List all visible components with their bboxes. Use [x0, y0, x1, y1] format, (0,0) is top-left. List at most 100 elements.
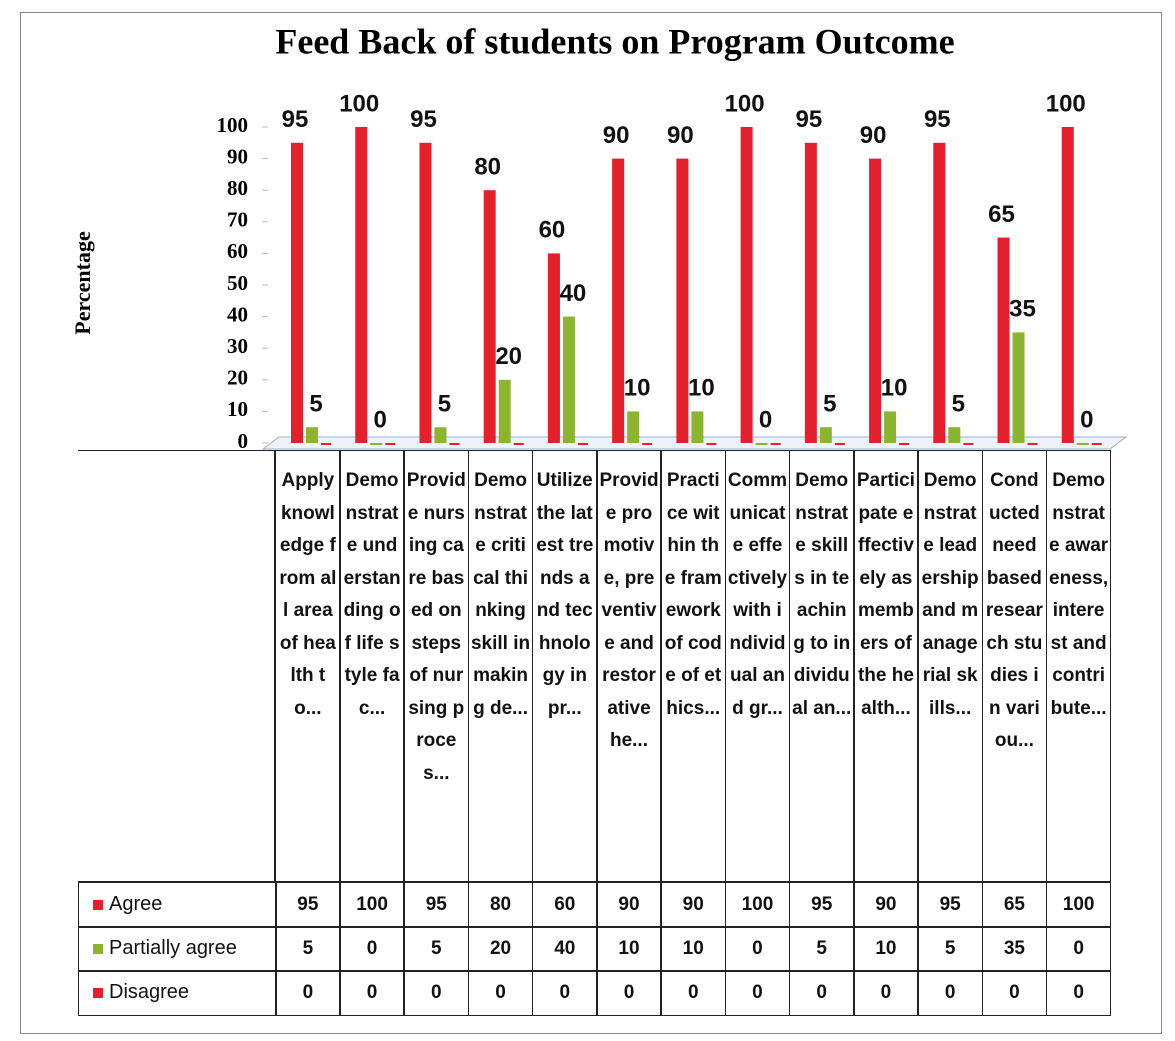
data-label: 0: [1080, 406, 1093, 433]
table-value: 0: [1045, 970, 1112, 1016]
legend-label: Agree: [109, 893, 163, 916]
table-value: 5: [275, 926, 341, 972]
table-value: 5: [403, 926, 470, 972]
table-value: 0: [467, 970, 534, 1016]
legend-label: Partially agree: [109, 937, 237, 960]
data-label: 20: [495, 343, 522, 370]
table-value: 0: [724, 970, 791, 1016]
category-label: Provide promotive, preventive and restor…: [596, 450, 662, 882]
bar: [1027, 443, 1038, 445]
table-value: 0: [660, 970, 727, 1016]
data-label: 5: [952, 391, 965, 418]
data-label: 90: [667, 122, 694, 149]
bar: [706, 443, 717, 445]
bar: [819, 427, 832, 443]
table-value: 0: [403, 970, 470, 1016]
table-value: 0: [1045, 926, 1112, 972]
data-label: 5: [309, 391, 322, 418]
data-label: 95: [924, 106, 951, 133]
category-label: Utilize the latest trends and technology…: [531, 450, 598, 882]
category-label: Demonstrate awareness, interest and cont…: [1045, 450, 1112, 882]
y-tick-label: 20: [227, 366, 248, 390]
table-value: 60: [531, 882, 598, 928]
y-tick-label: 40: [227, 302, 248, 326]
table-value: 100: [724, 882, 791, 928]
bar: [1091, 443, 1102, 445]
data-label: 60: [539, 217, 566, 244]
bar: [577, 443, 588, 445]
table-value: 0: [339, 926, 405, 972]
category-label: Demonstrate critical thinking skill in m…: [467, 450, 534, 882]
bar: [355, 127, 368, 443]
table-value: 90: [596, 882, 662, 928]
data-label: 5: [823, 391, 836, 418]
bar: [627, 411, 640, 443]
legend-label: Disagree: [109, 981, 190, 1004]
bar: [291, 142, 303, 444]
bar: [419, 142, 432, 444]
data-label: 100: [339, 90, 379, 117]
bar: [997, 237, 1010, 443]
table-value: 0: [853, 970, 919, 1016]
data-label: 90: [603, 122, 630, 149]
table-value: 65: [981, 882, 1048, 928]
data-label: 5: [438, 391, 451, 418]
table-value: 5: [917, 926, 984, 972]
category-label: Conducted need based research studies in…: [981, 450, 1048, 882]
bar: [449, 443, 460, 445]
bar: [770, 443, 781, 445]
table-value: 0: [788, 970, 855, 1016]
data-label: 40: [560, 280, 587, 307]
legend-swatch: [93, 943, 103, 954]
table-value: 0: [596, 970, 662, 1016]
table-value: 10: [596, 926, 662, 972]
legend-swatch: [93, 987, 103, 998]
bar: [1076, 443, 1089, 445]
y-tick-label: 70: [227, 208, 248, 232]
bar: [948, 427, 961, 443]
y-tick-label: 90: [227, 144, 248, 168]
bar: [483, 190, 496, 443]
category-label: Practice within the framework of code of…: [660, 450, 727, 882]
y-tick-label: 0: [238, 429, 249, 453]
table-value: 95: [917, 882, 984, 928]
bar: [321, 443, 331, 445]
y-tick-label: 100: [217, 113, 249, 137]
bar: [834, 443, 845, 445]
legend-entry: Disagree: [78, 970, 277, 1016]
table-value: 20: [467, 926, 534, 972]
y-tick-label: 80: [227, 176, 248, 200]
table-value: 90: [853, 882, 919, 928]
y-tick-label: 60: [227, 239, 248, 263]
y-tick-label: 50: [227, 271, 248, 295]
bar: [434, 427, 447, 443]
y-axis-label: Percentage: [70, 231, 95, 335]
data-label: 100: [1046, 90, 1086, 117]
table-value: 10: [660, 926, 727, 972]
bar: [691, 411, 704, 443]
bar: [963, 443, 974, 445]
category-label: Provide nursing care based on steps of n…: [403, 450, 470, 882]
bar: [1061, 127, 1074, 443]
table-value: 80: [467, 882, 534, 928]
data-label: 0: [759, 406, 772, 433]
data-label: 80: [474, 154, 501, 181]
bar: [755, 443, 768, 445]
category-label: Demonstrate leadership and managerial sk…: [917, 450, 984, 882]
table-value: 100: [1045, 882, 1112, 928]
bar: [370, 443, 383, 445]
bar: [547, 253, 560, 443]
table-value: 0: [981, 970, 1048, 1016]
category-label: Communicate effectively with individual …: [724, 450, 791, 882]
data-label: 35: [1009, 296, 1036, 323]
table-value: 95: [275, 882, 341, 928]
data-label: 10: [688, 375, 715, 402]
bar: [612, 158, 625, 443]
data-label: 10: [881, 375, 908, 402]
bar: [899, 443, 910, 445]
data-label: 10: [624, 375, 651, 402]
category-label: Participate effectively as members of th…: [853, 450, 919, 882]
data-label: 95: [282, 106, 309, 133]
table-value: 100: [339, 882, 405, 928]
